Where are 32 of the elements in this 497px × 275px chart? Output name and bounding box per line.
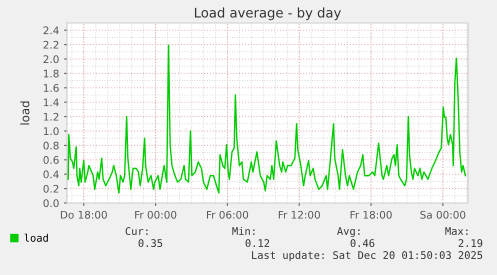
text: Min: [232, 226, 254, 235]
text: 0.35 [138, 239, 162, 248]
legend-label: load [24, 234, 48, 242]
y-tick-label: 1.8 [44, 70, 59, 78]
chart-title: Load average - by day [194, 7, 341, 20]
text: 2.19 [458, 239, 482, 248]
y-tick-label: 2.4 [44, 26, 59, 34]
text: Max: [445, 227, 468, 236]
y-tick-label: 0.8 [43, 142, 59, 150]
y-axis-title: load [20, 101, 30, 125]
y-tick-label: 1.6 [44, 84, 59, 92]
text: 0.12 [246, 239, 270, 248]
x-tick-label: Sa 00:00 [420, 210, 466, 219]
y-tick-label: 1.2 [44, 112, 58, 121]
x-tick-label: Fr 06:00 [207, 210, 248, 219]
x-tick-label: Fr 12:00 [278, 210, 320, 219]
y-tick-label: 0.2 [43, 184, 58, 193]
x-tick-label: Fr 18:00 [350, 210, 392, 219]
text: Cur: [126, 227, 148, 236]
line-series [68, 44, 466, 194]
text: Last update: Sat Dec 20 01:50:03 2025 [252, 250, 482, 262]
x-tick-label: Fr 00:00 [135, 210, 176, 219]
y-tick-label: 2.2 [44, 40, 58, 49]
y-tick-label: 1.0 [44, 127, 59, 136]
y-tick-label: 2.0 [44, 55, 59, 64]
x-tick-label: Do 18:00 [60, 210, 107, 219]
y-tick-label: 1.4 [44, 98, 59, 106]
text: Avg: [337, 227, 360, 238]
text: 0.46 [350, 239, 374, 248]
y-tick-label: 0.4 [43, 170, 59, 178]
y-tick-label: 0.0 [43, 199, 59, 208]
y-tick-label: 0.6 [43, 156, 59, 164]
